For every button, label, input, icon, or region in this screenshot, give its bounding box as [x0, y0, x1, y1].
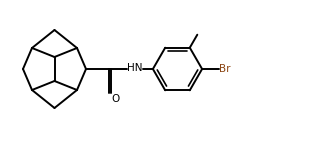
- Text: HN: HN: [126, 63, 142, 73]
- Text: O: O: [111, 94, 119, 104]
- Text: Br: Br: [219, 64, 231, 74]
